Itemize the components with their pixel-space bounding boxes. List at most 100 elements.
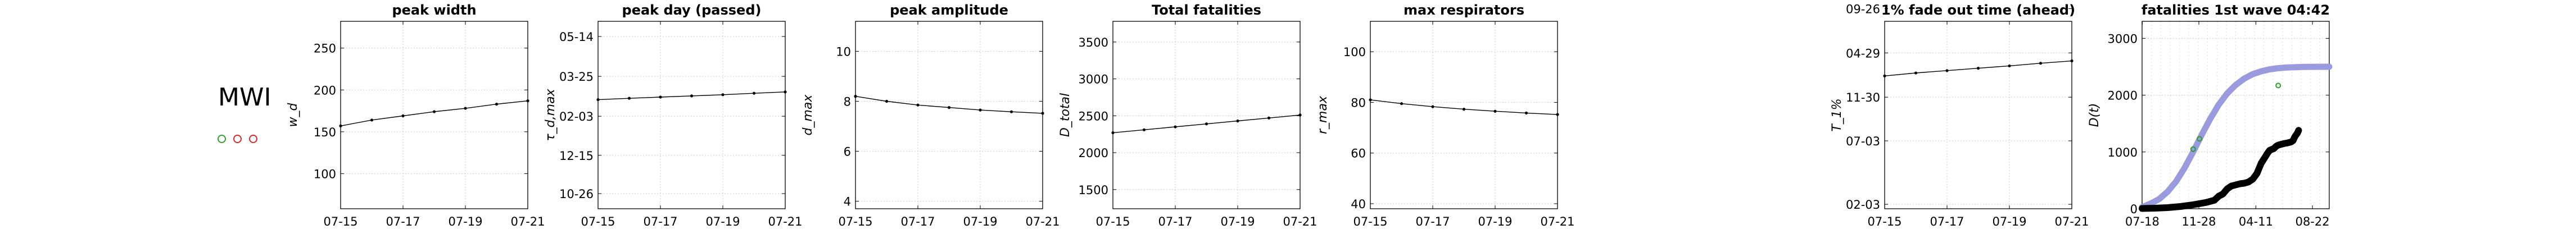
y-tick-label: 11-30 (1846, 91, 1880, 104)
y-tick-label: 03-25 (559, 70, 594, 84)
y-tick-label: 100 (1343, 45, 1366, 59)
chart-title: fatalities 1st wave 04:42 (2142, 2, 2330, 18)
chart-panel: peak amplitude d_max 4 6 8 10 07-15 07-17 07-19 0… (801, 2, 1060, 228)
plot-frame (340, 21, 528, 209)
chart-panel: peak width w_d 100 150 200 250 07-15 07-17 07-19… (286, 2, 545, 228)
x-tick-label: 07-17 (900, 215, 935, 228)
y-tick-label: 02-03 (1846, 198, 1880, 212)
data-point (1009, 110, 1013, 113)
y-axis-label: τ_d,max (544, 88, 558, 141)
y-tick-label: 05-14 (559, 30, 594, 44)
plot-frame (1370, 21, 1558, 209)
data-point (596, 98, 600, 102)
x-tick-label: 07-21 (510, 215, 545, 228)
data-point (854, 95, 857, 98)
chart-title: 1% fade out time (ahead) (1881, 2, 2075, 18)
y-tick-label: 250 (314, 42, 336, 56)
data-point (1205, 122, 1208, 126)
x-tick-label: 07-21 (2054, 215, 2089, 228)
data-point (1431, 105, 1434, 108)
data-point (1369, 98, 1372, 102)
x-tick-label: 07-15 (581, 215, 615, 228)
y-tick-label: 4 (844, 195, 851, 209)
data-point (1267, 116, 1271, 120)
chart-panel: peak day (passed) τ_d,max 10-26 12-15 02-03 0… (544, 2, 803, 228)
chart-title: peak amplitude (890, 2, 1008, 18)
series-fit-line (2139, 63, 2333, 210)
data-point (1493, 109, 1497, 113)
y-tick-label: 02-03 (559, 110, 594, 123)
data-point (401, 114, 405, 118)
x-tick-label: 07-17 (386, 215, 420, 228)
chart-title: peak day (passed) (622, 2, 762, 18)
data-point (1041, 112, 1044, 115)
x-tick-label: 07-15 (1867, 215, 1902, 228)
data-point (784, 90, 787, 94)
data-point (1462, 108, 1466, 111)
y-tick-label: 3000 (1079, 73, 1108, 86)
data-point (464, 107, 467, 110)
y-axis-label: T_1% (1830, 98, 1844, 131)
data-point (690, 94, 694, 98)
data-point (947, 106, 951, 109)
marker-point (2197, 136, 2203, 142)
y-axis-label: d_max (801, 94, 815, 136)
y-axis-label: D(t) (2088, 103, 2102, 127)
data-point (1142, 128, 1146, 131)
plot-frame (2142, 21, 2330, 209)
y-axis-label: w_d (286, 102, 300, 127)
y-tick-label: 12-15 (559, 149, 594, 163)
data-point (1174, 125, 1177, 129)
marker-point (2190, 146, 2196, 152)
x-tick-label: 07-19 (963, 215, 997, 228)
x-tick-label: 07-15 (1095, 215, 1130, 228)
data-point (916, 103, 920, 107)
plot-frame (1884, 21, 2072, 209)
x-tick-label: 07-21 (1025, 215, 1060, 228)
series-line (855, 95, 1043, 114)
data-point (1914, 71, 1918, 75)
data-point (979, 108, 982, 112)
y-tick-label: 3500 (1079, 36, 1108, 49)
data-point (1976, 67, 1980, 70)
y-tick-label: 07-03 (1846, 135, 1880, 148)
marker-point (2275, 82, 2281, 89)
x-tick-label: 07-19 (705, 215, 740, 228)
x-tick-label: 07-19 (1992, 215, 2026, 228)
data-point (1883, 74, 1886, 77)
y-tick-label: 10 (836, 45, 851, 58)
x-tick-label: 07-15 (323, 215, 357, 228)
x-tick-label: 07-15 (1353, 215, 1387, 228)
x-tick-label: 07-17 (1415, 215, 1450, 228)
status-marker-red (233, 135, 242, 143)
status-marker-green (218, 135, 226, 143)
data-point (495, 103, 499, 106)
y-tick-label: 09-26 (1846, 2, 1880, 16)
y-tick-label: 04-29 (1846, 47, 1880, 60)
series-line (1370, 99, 1558, 115)
y-tick-label: 100 (314, 167, 336, 181)
x-tick-label: 07-21 (1540, 215, 1574, 228)
y-tick-label: 200 (314, 84, 336, 97)
x-tick-label: 07-17 (643, 215, 677, 228)
chart-panel: Total fatalities D_total 1500 2000 2500 3000 3… (1058, 2, 1318, 228)
data-point (1111, 131, 1115, 135)
y-tick-label: 1500 (1079, 183, 1108, 197)
data-point (659, 95, 662, 99)
data-point (1236, 119, 1239, 123)
chart-panel: fatalities 1st wave 04:42 D(t) 0 1000 2000 30… (2088, 2, 2333, 228)
y-tick-label: 6 (844, 145, 851, 159)
y-tick-label: 60 (1351, 147, 1366, 160)
data-point (2008, 64, 2011, 68)
x-tick-label: 07-15 (838, 215, 872, 228)
y-tick-label: 10-26 (559, 187, 594, 201)
x-tick-label: 07-18 (2125, 215, 2160, 228)
plot-frame (855, 21, 1043, 209)
data-point (1524, 111, 1528, 114)
y-tick-label: 80 (1351, 96, 1366, 109)
series-line (340, 100, 528, 127)
y-tick-label: 0 (2130, 203, 2138, 216)
y-tick-label: 1000 (2108, 146, 2138, 159)
data-point (432, 110, 436, 113)
